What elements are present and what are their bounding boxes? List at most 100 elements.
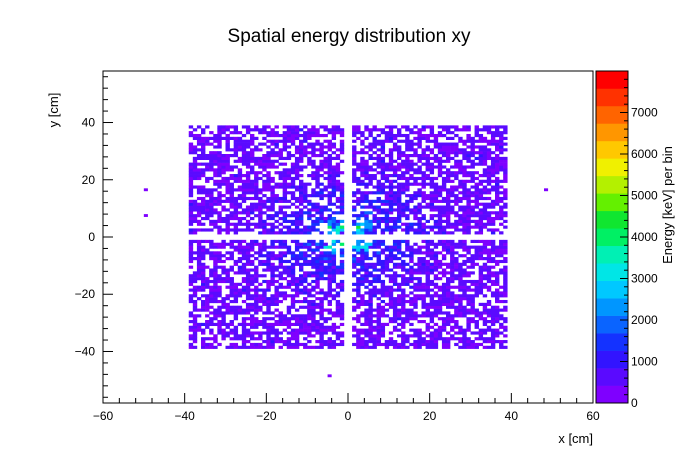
- heatmap-bin: [401, 139, 406, 143]
- heatmap-bin: [303, 151, 308, 155]
- heatmap-bin: [282, 322, 288, 327]
- heatmap-bin: [376, 191, 381, 195]
- heatmap-bin: [360, 262, 365, 266]
- heatmap-bin: [233, 205, 239, 209]
- heatmap-bin: [462, 271, 467, 275]
- heatmap-bin: [196, 254, 202, 258]
- heatmap-bin: [237, 308, 243, 312]
- heatmap-bin: [478, 274, 484, 278]
- heatmap-bin: [196, 136, 202, 140]
- heatmap-bin: [474, 194, 479, 198]
- heatmap-bin: [278, 171, 283, 175]
- heatmap-bin: [466, 337, 471, 341]
- heatmap-bin: [266, 171, 271, 175]
- heatmap-bin: [441, 257, 447, 261]
- heatmap-bin: [233, 314, 239, 318]
- heatmap-bin: [339, 231, 345, 235]
- heatmap-bin: [425, 268, 430, 272]
- heatmap-bin: [360, 245, 365, 249]
- heatmap-bin: [470, 148, 475, 152]
- heatmap-bin: [188, 174, 194, 178]
- heatmap-bin: [454, 297, 459, 301]
- heatmap-bin: [368, 148, 373, 152]
- heatmap-bin: [258, 225, 263, 229]
- heatmap-bin: [454, 337, 459, 341]
- heatmap-bin: [421, 199, 426, 203]
- heatmap-bin: [466, 214, 471, 218]
- heatmap-bin: [417, 171, 422, 175]
- heatmap-bin: [446, 156, 451, 161]
- color-scale-tick-label: 3000: [631, 272, 658, 286]
- heatmap-bin: [405, 148, 410, 152]
- heatmap-bin: [495, 159, 500, 163]
- heatmap-bin: [266, 317, 271, 321]
- heatmap-bin: [274, 196, 279, 201]
- heatmap-bin: [376, 199, 381, 203]
- heatmap-bin: [286, 337, 292, 341]
- heatmap-bin: [495, 202, 500, 206]
- heatmap-bin: [388, 279, 394, 284]
- heatmap-bin: [425, 311, 430, 315]
- heatmap-bin: [380, 182, 386, 186]
- heatmap-bin: [413, 154, 418, 158]
- heatmap-bin: [405, 139, 410, 143]
- heatmap-bin: [225, 334, 230, 338]
- heatmap-bin: [474, 245, 479, 249]
- heatmap-bin: [331, 188, 337, 192]
- heatmap-bin: [437, 251, 443, 255]
- heatmap-bin: [470, 165, 475, 169]
- heatmap-bin: [397, 182, 402, 186]
- heatmap-bin: [490, 259, 496, 264]
- heatmap-bin: [245, 254, 251, 258]
- heatmap-bin: [384, 219, 390, 223]
- heatmap-bin: [499, 205, 504, 209]
- heatmap-bin: [462, 305, 467, 309]
- heatmap-bin: [303, 320, 308, 324]
- heatmap-bin: [486, 259, 492, 264]
- heatmap-bin: [433, 196, 439, 201]
- heatmap-bin: [254, 125, 259, 129]
- heatmap-bin: [217, 196, 222, 201]
- heatmap-bin: [409, 311, 414, 315]
- heatmap-bin: [433, 282, 439, 286]
- heatmap-bin: [315, 222, 320, 226]
- heatmap-bin: [409, 131, 414, 135]
- heatmap-bin: [241, 322, 247, 327]
- heatmap-bin: [388, 151, 394, 155]
- heatmap-bin: [201, 136, 206, 140]
- heatmap-bin: [368, 279, 373, 284]
- heatmap-bin: [388, 185, 394, 189]
- heatmap-bin: [323, 259, 328, 264]
- heatmap-bin: [503, 171, 508, 175]
- heatmap-bin: [470, 265, 475, 269]
- heatmap-bin: [311, 274, 316, 278]
- heatmap-bin: [294, 322, 300, 327]
- heatmap-bin: [335, 196, 341, 201]
- heatmap-bin: [319, 216, 324, 221]
- heatmap-bin: [282, 156, 288, 161]
- heatmap-bin: [278, 199, 283, 203]
- heatmap-bin: [266, 297, 271, 301]
- heatmap-bin: [409, 265, 414, 269]
- heatmap-bin: [327, 282, 332, 286]
- heatmap-bin: [376, 331, 381, 335]
- heatmap-bin: [409, 182, 414, 186]
- heatmap-bin: [274, 340, 279, 344]
- heatmap-bin: [286, 154, 292, 158]
- heatmap-bin: [323, 219, 328, 223]
- heatmap-bin: [282, 225, 288, 229]
- heatmap-bin: [229, 291, 234, 295]
- heatmap-bin: [290, 142, 296, 146]
- heatmap-bin: [364, 311, 369, 315]
- color-scale-segment: [596, 368, 628, 386]
- heatmap-bin: [397, 308, 402, 312]
- heatmap-bin: [397, 214, 402, 218]
- heatmap-bin: [303, 139, 308, 143]
- heatmap-bin: [286, 305, 292, 309]
- heatmap-bin: [495, 142, 500, 146]
- heatmap-bin: [454, 320, 459, 324]
- heatmap-bin: [201, 274, 206, 278]
- heatmap-bin: [401, 202, 406, 206]
- heatmap-bin: [372, 308, 377, 312]
- heatmap-bin: [299, 279, 304, 284]
